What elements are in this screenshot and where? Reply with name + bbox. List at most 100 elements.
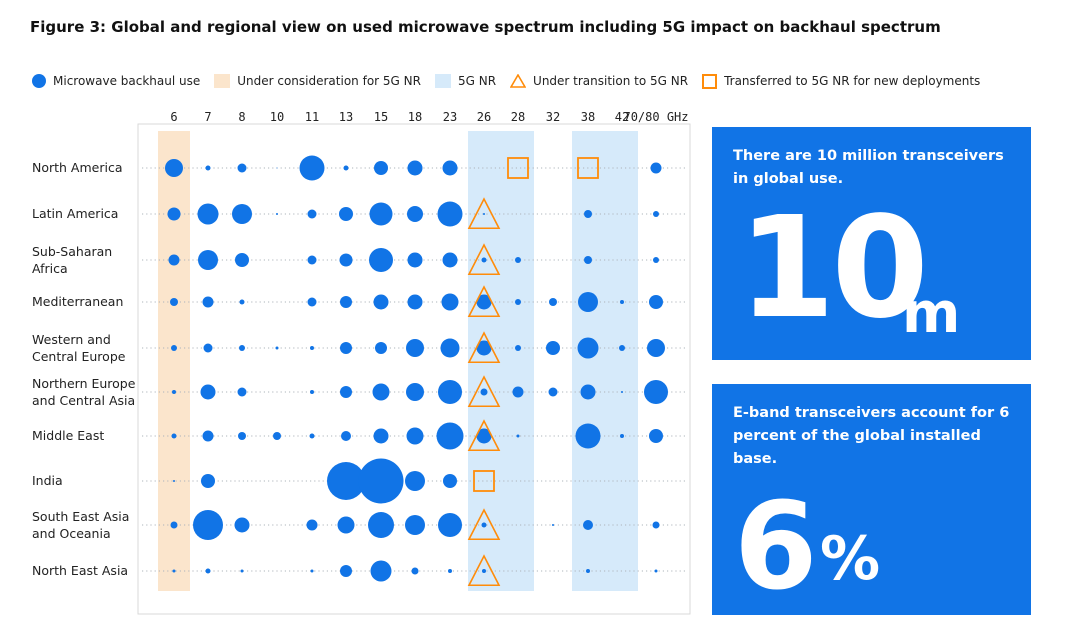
x-tick-label: 7 [204,110,211,124]
x-tick-label: 23 [443,110,457,124]
bubble [575,423,601,449]
bubble [548,387,558,397]
bubble [407,160,423,176]
bubble [310,569,314,573]
bubble [515,257,521,263]
bubble [340,342,352,354]
bubble [273,432,281,440]
bubble [339,253,353,267]
bubble [234,517,250,533]
bubble [307,209,317,219]
bubble [200,384,216,400]
row-label: Latin America [32,206,118,221]
nr-band-38-42 [572,131,638,591]
legend-label: 5G NR [457,74,497,88]
bubble [407,252,423,268]
bubble [205,165,211,171]
transferred-square [473,470,495,492]
bubble [309,433,315,439]
bubble [647,339,665,357]
row-label: India [32,473,63,488]
bubble [171,433,177,439]
bubble [481,257,487,263]
bubble [437,201,463,227]
bubble [343,165,349,171]
bubble [168,254,180,266]
legend-item-under-consideration: Under consideration for 5G NR [214,74,421,88]
bubble [406,383,424,401]
x-tick-label: 11 [305,110,319,124]
transition-triangle [467,419,501,452]
bubble [339,207,353,221]
row-label: Sub-Saharan Africa [32,244,112,276]
bubble [480,388,488,396]
row-label: Middle East [32,428,104,443]
transition-triangle [467,554,501,587]
square-icon [702,73,718,89]
bubble [476,340,492,356]
x-tick-label: 18 [408,110,422,124]
bubble [327,462,365,500]
bubble [202,296,214,308]
bubble [481,522,487,528]
peach-band-icon [214,74,231,88]
bubble [310,346,314,350]
bubble [374,161,388,175]
bubble [276,167,278,169]
row-label: South East Asia and Oceania [32,509,129,541]
dot-icon [32,74,46,88]
transition-triangle [467,285,501,318]
bubble [619,345,625,351]
bubble [546,341,560,355]
bubble [358,458,404,504]
bubble [476,428,492,444]
transition-triangle [467,197,501,230]
bubble [483,213,485,215]
bubble [440,338,460,358]
bubble [578,292,598,312]
bubble [405,471,425,491]
bubble [165,159,183,177]
x-tick-label: 13 [339,110,353,124]
bubble [552,524,554,526]
bubble [373,294,389,310]
big-number: 10 [738,187,929,350]
bubble [406,427,424,445]
bubble [580,384,596,400]
x-tick-label: 15 [374,110,388,124]
bubble [652,521,660,529]
bubble [170,521,178,529]
legend-label: Microwave backhaul use [53,74,201,88]
bubble [620,300,624,304]
figure-title: Figure 3: Global and regional view on us… [30,18,941,36]
bubble [340,565,352,577]
bubble [442,160,458,176]
transition-triangle [467,243,501,276]
legend: Microwave backhaul use Under considerati… [32,72,994,90]
bubble [203,343,213,353]
bubble [172,390,176,394]
bubble [515,299,521,305]
bubble [411,567,419,575]
bubble [239,345,245,351]
bubble [577,337,599,359]
bubble [239,299,245,305]
bubble [307,255,317,265]
x-tick-label: 28 [511,110,525,124]
bubble [516,434,520,438]
x-tick-label: 42 [615,110,629,124]
bubble [650,162,662,174]
bubble [438,380,462,404]
bubble [443,474,457,488]
bubble [512,386,524,398]
transition-triangle [467,375,501,408]
bubble [172,569,176,573]
bubble [654,569,658,573]
legend-item-microwave-backhaul: Microwave backhaul use [32,74,200,88]
bubble [476,294,492,310]
bubble [644,380,668,404]
legend-label: Under consideration for 5G NR [237,74,421,88]
x-tick-label: 8 [238,110,245,124]
bubble [448,569,452,573]
triangle-icon [510,74,527,88]
